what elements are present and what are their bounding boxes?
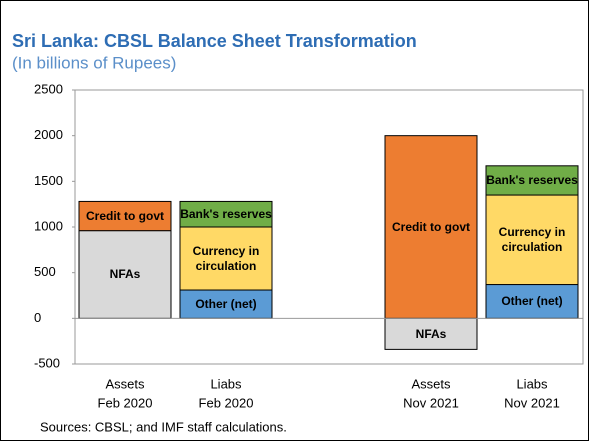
segment-label-box: Credit to govt xyxy=(79,201,171,230)
segment-label-text: Other (net) xyxy=(195,296,257,311)
segment-label: Bank's reserves xyxy=(180,201,272,227)
y-tick-label: 2000 xyxy=(34,127,63,142)
segment-label-text: Currency in circulation xyxy=(498,225,566,254)
segment-label: Credit to govt xyxy=(79,201,171,230)
y-tick-label: 500 xyxy=(34,264,56,279)
x-tick-label: Liabs xyxy=(516,376,548,391)
x-tick-label: Feb 2020 xyxy=(98,395,153,410)
segment-label-box: Bank's reserves xyxy=(486,166,578,195)
bar-segment xyxy=(485,194,579,286)
segment-label-box: Other (net) xyxy=(486,285,578,319)
x-tick-label: Assets xyxy=(105,376,145,391)
y-tick-label: 1500 xyxy=(34,173,63,188)
segment-label-box: Credit to govt xyxy=(385,136,477,319)
x-tick-label: Feb 2020 xyxy=(199,395,254,410)
segment-label-box: Currency in circulation xyxy=(486,195,578,285)
segment-label-text: NFAs xyxy=(415,326,447,341)
bar-segment xyxy=(384,135,478,319)
chart-subtitle: (In billions of Rupees) xyxy=(12,53,176,72)
x-tick-label: Nov 2021 xyxy=(403,395,459,410)
y-tick-label: 1000 xyxy=(34,218,63,233)
segment-label-box: Other (net) xyxy=(180,290,272,318)
bar-segment xyxy=(179,200,273,228)
segment-label: Currency in circulation xyxy=(180,227,272,290)
x-tick-label: Nov 2021 xyxy=(504,395,560,410)
segment-label: NFAs xyxy=(385,318,477,349)
segment-label-text: Currency in circulation xyxy=(192,244,260,273)
bar-segment xyxy=(485,165,579,196)
x-tick-label: Liabs xyxy=(210,376,242,391)
segment-label-text: Credit to govt xyxy=(392,219,470,234)
segment-label-text: NFAs xyxy=(109,267,141,282)
chart-title: Sri Lanka: CBSL Balance Sheet Transforma… xyxy=(12,31,417,51)
bar-segment xyxy=(384,317,478,350)
x-tick-label: Assets xyxy=(411,376,451,391)
segment-label-text: Credit to govt xyxy=(86,208,164,223)
segment-label-text: Bank's reserves xyxy=(486,173,578,188)
segment-label-box: Currency in circulation xyxy=(180,227,272,290)
bar-segment xyxy=(179,289,273,319)
segment-label-box: NFAs xyxy=(385,318,477,349)
segment-label-box: Bank's reserves xyxy=(180,201,272,227)
source-note: Sources: CBSL; and IMF staff calculation… xyxy=(40,419,287,434)
segment-label: NFAs xyxy=(79,231,171,319)
segment-label-text: Other (net) xyxy=(501,294,563,309)
bar-segment xyxy=(78,200,172,232)
segment-label: Other (net) xyxy=(180,290,272,318)
segment-label-text: Bank's reserves xyxy=(180,207,272,221)
y-tick-label: 2500 xyxy=(34,81,63,96)
segment-label: Currency in circulation xyxy=(486,195,578,285)
bar-segment xyxy=(179,226,273,291)
y-tick-label: 0 xyxy=(34,310,41,325)
segment-label: Credit to govt xyxy=(385,136,477,319)
segment-label: Bank's reserves xyxy=(486,166,578,195)
bar-segment xyxy=(78,230,172,319)
segment-label: Other (net) xyxy=(486,285,578,319)
segment-label-box: NFAs xyxy=(79,231,171,319)
y-tick-label: -500 xyxy=(34,355,60,370)
